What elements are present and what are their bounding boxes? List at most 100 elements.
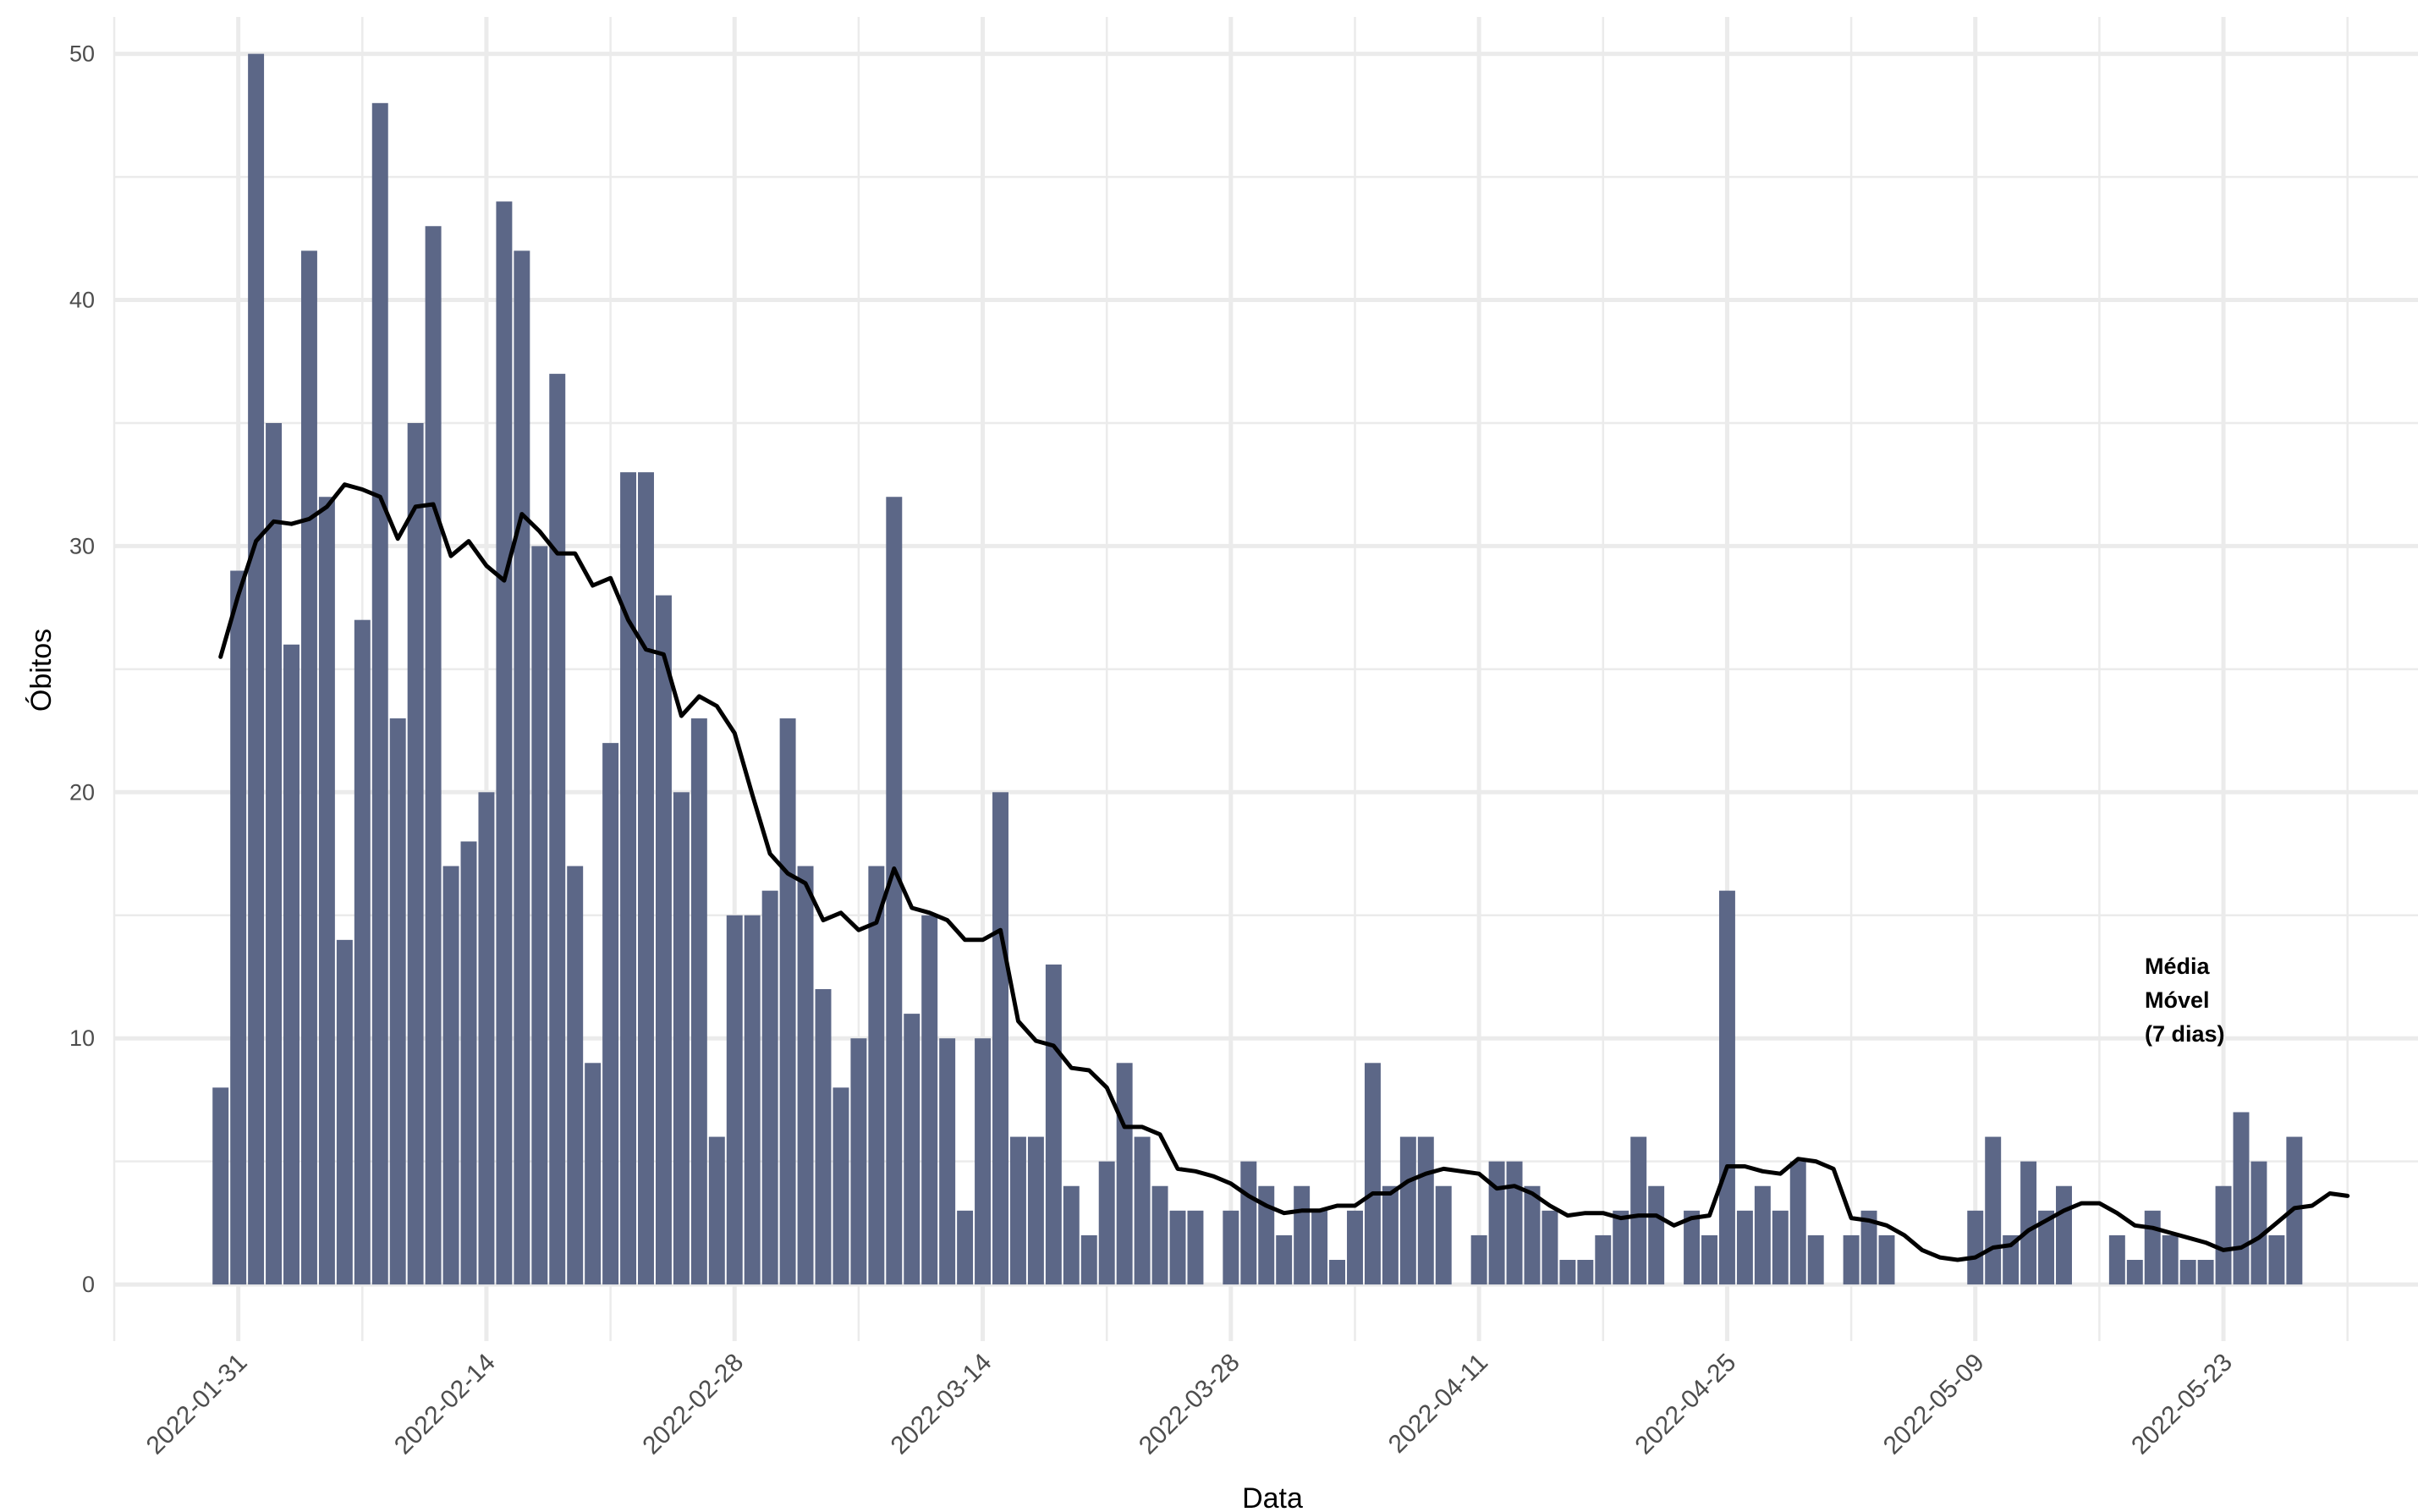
bar <box>673 792 690 1285</box>
bar <box>1382 1185 1399 1285</box>
bar <box>690 718 707 1285</box>
bar <box>1506 1161 1523 1285</box>
bar <box>230 570 247 1285</box>
x-tick-label: 2022-01-31 <box>141 1349 253 1460</box>
bar <box>1684 1210 1701 1285</box>
bar <box>1294 1185 1311 1285</box>
bars <box>212 53 2303 1285</box>
bar <box>939 1038 956 1285</box>
y-tick-label: 40 <box>69 288 95 313</box>
bar <box>992 792 1008 1285</box>
bar <box>602 743 619 1285</box>
bar <box>514 250 530 1285</box>
bar <box>761 890 778 1285</box>
bar <box>797 866 814 1285</box>
bar <box>1045 964 1062 1285</box>
bar <box>2056 1185 2072 1285</box>
bar <box>1789 1161 1806 1285</box>
x-tick-label: 2022-02-14 <box>389 1349 501 1460</box>
bar <box>371 102 388 1285</box>
x-tick-label: 2022-04-25 <box>1630 1349 1742 1460</box>
bar <box>957 1210 974 1285</box>
bar <box>620 472 637 1285</box>
bar <box>726 915 743 1285</box>
bar <box>1595 1234 1612 1285</box>
bar <box>442 866 459 1285</box>
grid-lines <box>113 17 2418 1341</box>
bar <box>2215 1185 2232 1285</box>
bar <box>1967 1210 1984 1285</box>
bar <box>2162 1234 2179 1285</box>
bar <box>2144 1210 2161 1285</box>
bar <box>1080 1234 1097 1285</box>
bar <box>212 1087 229 1285</box>
bar <box>975 1038 992 1285</box>
bar <box>1364 1063 1381 1285</box>
bar <box>1630 1136 1647 1285</box>
bar <box>904 1014 920 1285</box>
bar <box>549 373 566 1285</box>
bar <box>850 1038 867 1285</box>
bar <box>2126 1260 2143 1285</box>
moving-average-label: Média Móvel (7 dias) <box>2145 954 2225 1047</box>
bar <box>1223 1210 1239 1285</box>
bar <box>1399 1136 1416 1285</box>
bar <box>1613 1210 1629 1285</box>
x-tick-label: 2022-03-14 <box>886 1349 997 1460</box>
bar <box>248 53 265 1285</box>
bar <box>1470 1234 1487 1285</box>
bar <box>1169 1210 1186 1285</box>
bar <box>1347 1210 1363 1285</box>
bar <box>868 866 885 1285</box>
moving-average-label-line: Móvel <box>2145 987 2210 1013</box>
bar <box>2233 1112 2250 1285</box>
bar <box>921 915 938 1285</box>
bar <box>2179 1260 2196 1285</box>
bar <box>779 718 796 1285</box>
bar <box>1435 1185 1452 1285</box>
bar <box>1417 1136 1434 1285</box>
bar <box>283 644 300 1285</box>
bar <box>638 472 654 1285</box>
bar <box>1276 1234 1293 1285</box>
bar <box>496 201 513 1285</box>
bar <box>1772 1210 1789 1285</box>
bar <box>1098 1161 1115 1285</box>
y-axis-title: Óbitos <box>25 629 58 712</box>
y-tick-label: 0 <box>82 1272 95 1297</box>
bar <box>1701 1234 1717 1285</box>
moving-average-line <box>218 482 2350 1262</box>
x-axis-title: Data <box>1242 1482 1303 1512</box>
y-tick-label: 30 <box>69 533 95 558</box>
bar <box>1116 1063 1133 1285</box>
y-tick-label: 20 <box>69 779 95 805</box>
y-tick-label: 10 <box>69 1025 95 1051</box>
bar <box>1985 1136 2002 1285</box>
bar <box>1329 1260 1346 1285</box>
bar <box>1754 1185 1771 1285</box>
moving-average-label-line: Média <box>2145 954 2211 979</box>
bar <box>266 422 283 1285</box>
bar <box>567 866 584 1285</box>
bar <box>1843 1234 1860 1285</box>
bar <box>1878 1234 1895 1285</box>
bar <box>744 915 761 1285</box>
bar <box>1027 1136 1044 1285</box>
bar <box>1009 1136 1026 1285</box>
moving-average-label-line: (7 dias) <box>2145 1021 2225 1047</box>
bar <box>1311 1210 1328 1285</box>
bar <box>425 226 442 1285</box>
bar <box>1541 1210 1558 1285</box>
bar <box>1063 1185 1080 1285</box>
bar <box>655 595 672 1285</box>
bar <box>460 841 477 1285</box>
bar <box>336 939 353 1285</box>
bar <box>318 497 335 1285</box>
bar <box>1151 1185 1168 1285</box>
bar <box>2250 1161 2267 1285</box>
bar <box>407 422 424 1285</box>
bar <box>1577 1260 1594 1285</box>
bar <box>2038 1210 2055 1285</box>
bar <box>300 250 317 1285</box>
